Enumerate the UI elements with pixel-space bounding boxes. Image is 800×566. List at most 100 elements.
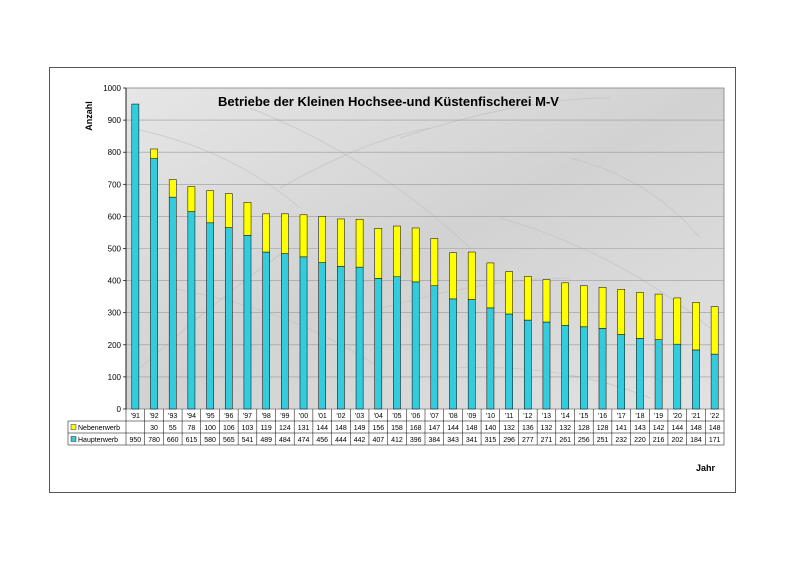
- x-tick-label: '09: [467, 413, 476, 420]
- x-tick-label: '15: [579, 413, 588, 420]
- data-label: 143: [634, 425, 646, 432]
- bar-nebenerwerb: [636, 292, 644, 339]
- y-tick-label: 500: [108, 245, 122, 254]
- bar-nebenerwerb: [486, 262, 495, 309]
- data-label: 541: [242, 437, 254, 444]
- bar-haupterwerb: [710, 353, 719, 410]
- bar-nebenerwerb: [617, 289, 626, 335]
- bar-haupterwerb: [243, 235, 252, 410]
- bar-haupterwerb: [692, 349, 700, 410]
- data-label: 132: [559, 425, 571, 432]
- data-label: 442: [354, 437, 366, 444]
- bar-nebenerwerb: [654, 293, 663, 340]
- data-label: 30: [150, 425, 158, 432]
- data-label: 412: [391, 437, 403, 444]
- data-label: 256: [578, 437, 590, 444]
- bar-haupterwerb: [224, 227, 233, 410]
- marble-vein: [249, 107, 471, 249]
- data-label: 78: [188, 425, 196, 432]
- x-tick-label: '21: [691, 413, 700, 420]
- bar-nebenerwerb: [281, 213, 289, 254]
- bar-haupterwerb: [542, 321, 551, 410]
- data-label: 396: [410, 437, 422, 444]
- bar-haupterwerb: [262, 251, 270, 410]
- bar-haupterwerb: [393, 276, 401, 410]
- bar-haupterwerb: [318, 262, 327, 410]
- marble-vein: [499, 217, 711, 329]
- y-axis: 0 100 200 300 400 500 600 700 800 900 1000: [103, 84, 127, 414]
- data-label: 156: [372, 425, 384, 432]
- data-label: 119: [261, 425, 272, 432]
- data-label: 660: [167, 437, 179, 444]
- bar-nebenerwerb: [598, 287, 607, 329]
- data-label: 251: [597, 437, 609, 444]
- bar-haupterwerb: [131, 103, 140, 410]
- data-label: 106: [223, 425, 235, 432]
- y-tick-label: 400: [108, 277, 122, 286]
- marble-vein: [139, 247, 291, 369]
- data-label: 384: [429, 437, 441, 444]
- bar-nebenerwerb: [318, 216, 327, 263]
- data-label: 124: [279, 425, 291, 432]
- data-table: '91 '92 '93 '94 '95 '96 '97 '98 '99 '00 '01 '02 '03 '…: [67, 409, 725, 446]
- bar-haupterwerb: [299, 256, 308, 410]
- legend-swatch: [70, 424, 77, 430]
- y-tick-label: 900: [108, 116, 122, 125]
- marble-vein: [449, 366, 651, 399]
- bar-haupterwerb: [187, 211, 196, 410]
- x-tick-label: '08: [448, 413, 457, 420]
- data-label: 128: [597, 425, 609, 432]
- bar-haupterwerb: [430, 285, 439, 410]
- x-tick-label: '91: [131, 413, 140, 420]
- x-tick-label: '20: [673, 413, 682, 420]
- bar-nebenerwerb: [168, 179, 177, 198]
- bar-nebenerwerb: [299, 214, 308, 258]
- x-tick-label: '16: [598, 413, 607, 420]
- x-tick-label: '92: [149, 413, 158, 420]
- data-label: 565: [223, 437, 235, 444]
- bar-nebenerwerb: [393, 225, 401, 277]
- x-tick-label: '14: [561, 413, 570, 420]
- bar-haupterwerb: [673, 343, 682, 410]
- bar-haupterwerb: [561, 324, 569, 410]
- x-axis-label: Jahr: [696, 463, 716, 473]
- x-tick-label: '18: [635, 413, 644, 420]
- x-tick-label: '99: [280, 413, 289, 420]
- data-label: 132: [541, 425, 553, 432]
- bar-haupterwerb: [355, 266, 364, 410]
- data-label: 950: [130, 437, 142, 444]
- bar-nebenerwerb: [430, 238, 439, 286]
- data-label: 141: [615, 425, 627, 432]
- y-tick-label: 200: [108, 341, 122, 350]
- legend-swatch: [70, 436, 77, 442]
- bar-haupterwerb: [374, 278, 383, 410]
- bar-nebenerwerb: [150, 148, 158, 159]
- x-tick-label: '00: [299, 413, 308, 420]
- data-label: 147: [429, 425, 441, 432]
- data-label: 128: [578, 425, 590, 432]
- data-label: 456: [316, 437, 328, 444]
- bar-nebenerwerb: [206, 190, 214, 224]
- data-label: 131: [298, 425, 310, 432]
- data-label: 484: [279, 437, 291, 444]
- data-label: 55: [169, 425, 177, 432]
- bar-nebenerwerb: [262, 213, 270, 253]
- data-label: 315: [485, 437, 497, 444]
- marble-vein: [129, 127, 301, 209]
- bar-nebenerwerb: [374, 228, 383, 279]
- chart-frame: 0 100 200 300 400 500 600 700 800 900 1000 '91'92 '…: [49, 67, 736, 493]
- data-label: 216: [653, 437, 665, 444]
- bar-haupterwerb: [449, 298, 457, 410]
- x-tick-label: '13: [542, 413, 551, 420]
- data-label: 149: [354, 425, 366, 432]
- bar-haupterwerb: [168, 196, 177, 410]
- data-label: 171: [709, 437, 721, 444]
- chart-title: Betriebe der Kleinen Hochsee-und Küstenf…: [218, 94, 559, 109]
- bar-haupterwerb: [281, 253, 289, 410]
- data-label: 580: [204, 437, 216, 444]
- bar-nebenerwerb: [411, 227, 420, 283]
- x-tick-label: '94: [187, 413, 196, 420]
- bar-nebenerwerb: [561, 282, 569, 326]
- x-tick-label: '19: [654, 413, 663, 420]
- data-label: 144: [316, 425, 328, 432]
